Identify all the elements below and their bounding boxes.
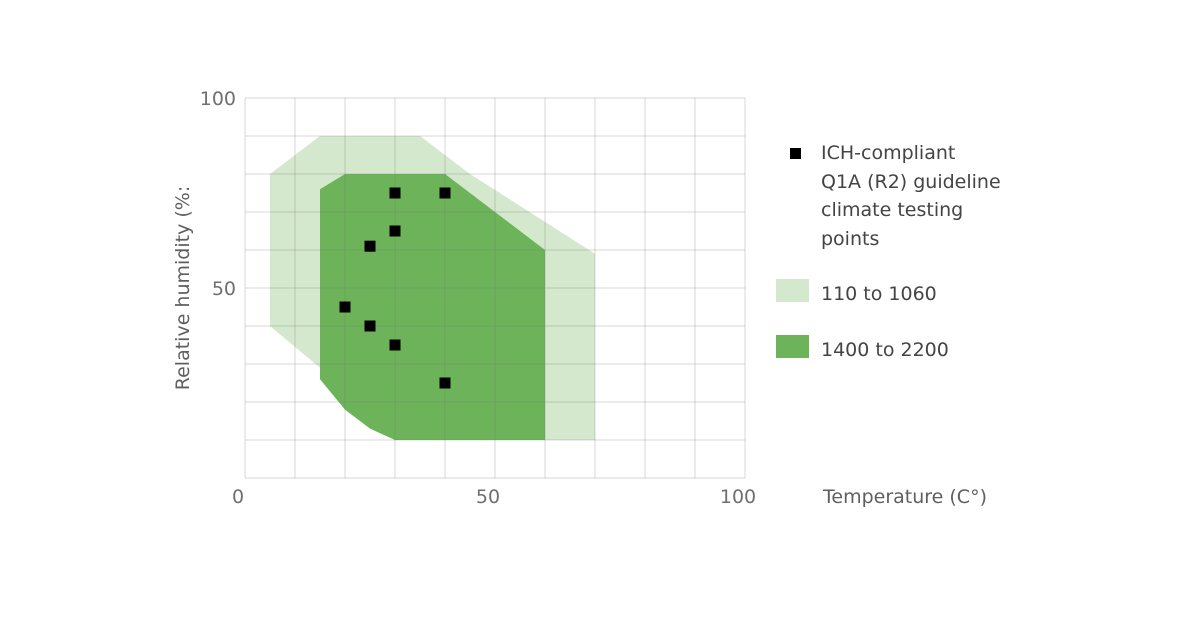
data-point	[389, 225, 401, 237]
grid-layer	[244, 97, 746, 479]
data-point	[439, 187, 451, 199]
points-layer	[339, 187, 451, 389]
legend-item-dark-label: 1400 to 2200	[821, 339, 949, 361]
data-point	[389, 187, 401, 199]
y-axis-title: Relative humidity (%:	[172, 186, 194, 390]
legend-item-light-label: 110 to 1060	[821, 283, 937, 305]
data-point	[389, 339, 401, 351]
legend-item-points-line-2: Q1A (R2) guideline	[821, 171, 1001, 193]
y-tick-label: 50	[212, 278, 236, 300]
regions-layer	[270, 136, 595, 440]
x-axis-title: Temperature (C°)	[822, 486, 987, 508]
data-point	[364, 240, 376, 252]
data-point	[364, 320, 376, 332]
ticks-layer: 0 50 100 100 50	[200, 88, 756, 508]
x-tick-label: 50	[476, 486, 500, 508]
legend-item-points-line-1: ICH-compliant	[821, 142, 955, 164]
x-tick-label: 0	[232, 486, 244, 508]
legend-swatch-light	[776, 279, 809, 302]
legend: ICH-compliant Q1A (R2) guideline climate…	[776, 142, 1001, 361]
legend-marker-square-icon	[790, 148, 801, 159]
x-tick-label: 100	[720, 486, 756, 508]
legend-item-points-line-3: climate testing	[821, 199, 963, 221]
legend-swatch-dark	[776, 335, 809, 358]
data-point	[439, 377, 451, 389]
data-point	[339, 301, 351, 313]
y-tick-label: 100	[200, 88, 236, 110]
region-1	[320, 174, 545, 440]
legend-item-points-line-4: points	[821, 228, 879, 250]
